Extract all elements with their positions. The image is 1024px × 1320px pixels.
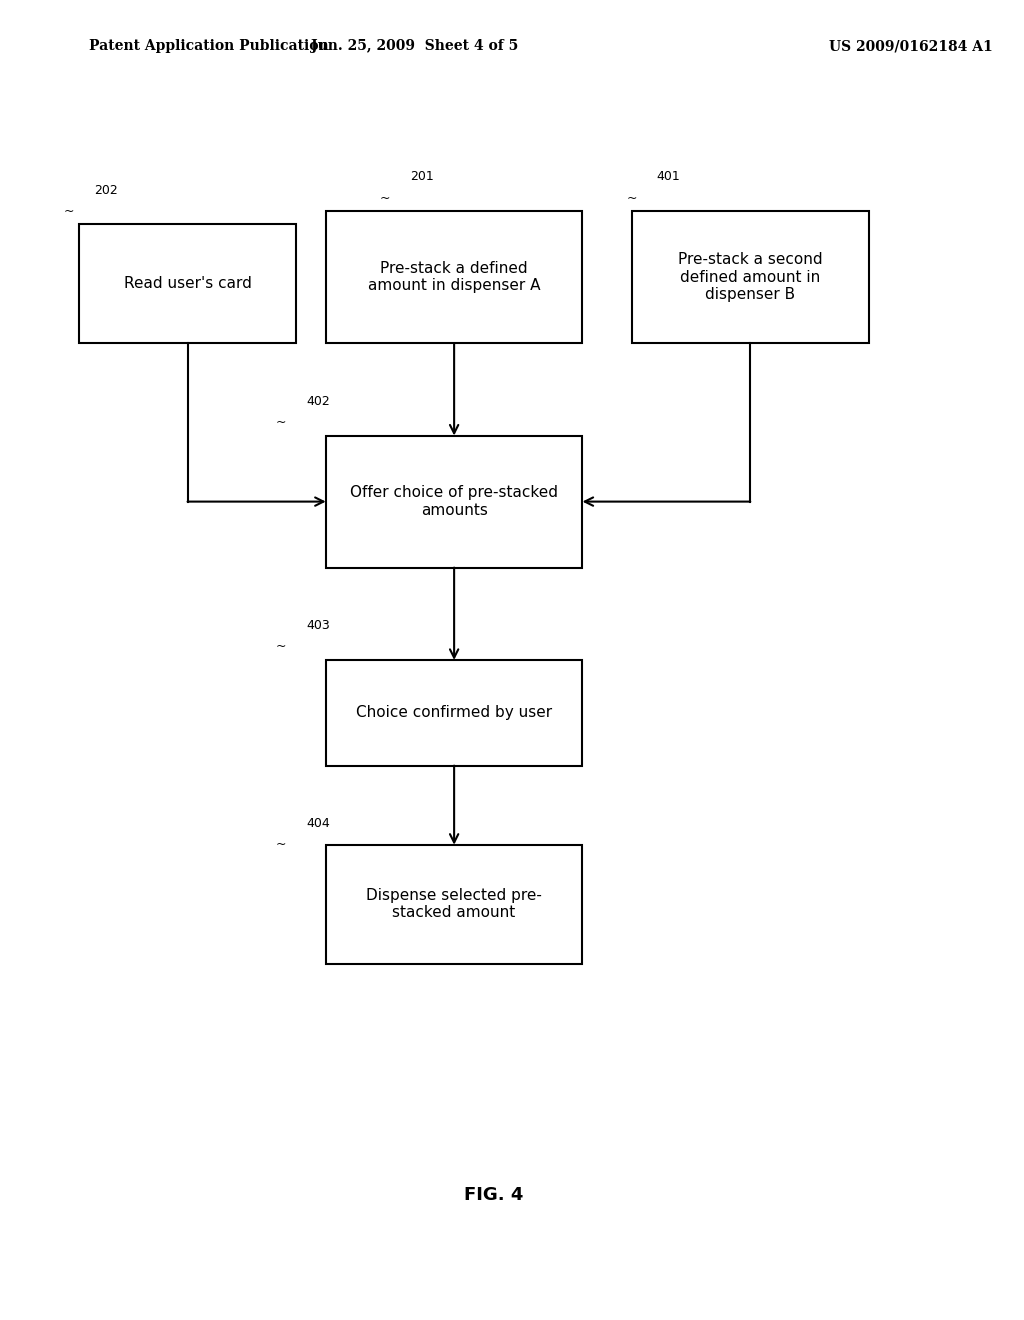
Text: Patent Application Publication: Patent Application Publication [89, 40, 329, 53]
FancyBboxPatch shape [632, 211, 868, 343]
FancyBboxPatch shape [326, 211, 583, 343]
Text: US 2009/0162184 A1: US 2009/0162184 A1 [829, 40, 993, 53]
FancyBboxPatch shape [326, 845, 583, 964]
Text: 202: 202 [94, 183, 118, 197]
Text: 404: 404 [306, 817, 330, 830]
Text: 201: 201 [410, 170, 433, 183]
Text: 402: 402 [306, 395, 330, 408]
Text: 403: 403 [306, 619, 330, 632]
FancyBboxPatch shape [326, 660, 583, 766]
Text: FIG. 4: FIG. 4 [464, 1185, 523, 1204]
Text: ~: ~ [276, 416, 287, 429]
Text: Choice confirmed by user: Choice confirmed by user [356, 705, 552, 721]
Text: ~: ~ [627, 191, 637, 205]
Text: ~: ~ [276, 640, 287, 653]
Text: ~: ~ [380, 191, 390, 205]
Text: ~: ~ [63, 205, 75, 218]
FancyBboxPatch shape [79, 224, 296, 343]
Text: Dispense selected pre-
stacked amount: Dispense selected pre- stacked amount [367, 888, 542, 920]
Text: Offer choice of pre-stacked
amounts: Offer choice of pre-stacked amounts [350, 486, 558, 517]
Text: ~: ~ [276, 838, 287, 851]
Text: 401: 401 [656, 170, 680, 183]
FancyBboxPatch shape [326, 436, 583, 568]
Text: Jun. 25, 2009  Sheet 4 of 5: Jun. 25, 2009 Sheet 4 of 5 [311, 40, 518, 53]
Text: Read user's card: Read user's card [124, 276, 252, 292]
Text: Pre-stack a defined
amount in dispenser A: Pre-stack a defined amount in dispenser … [368, 261, 541, 293]
Text: Pre-stack a second
defined amount in
dispenser B: Pre-stack a second defined amount in dis… [678, 252, 822, 302]
